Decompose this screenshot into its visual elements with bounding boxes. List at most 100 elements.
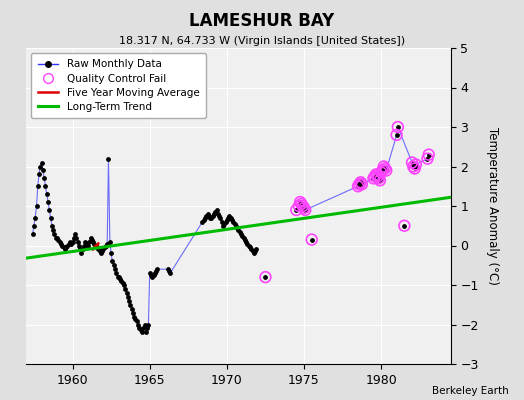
Point	[381, 165, 389, 172]
Point	[231, 220, 239, 227]
Point	[64, 240, 73, 247]
Point	[378, 167, 387, 174]
Point	[261, 274, 270, 280]
Point	[215, 213, 223, 219]
Point	[246, 244, 254, 251]
Point	[48, 222, 56, 229]
Point	[234, 226, 243, 233]
Point	[374, 175, 383, 182]
Point	[104, 155, 113, 162]
Point	[111, 266, 119, 272]
Point	[54, 236, 62, 243]
Point	[107, 250, 115, 257]
Point	[90, 240, 99, 247]
Point	[245, 242, 253, 249]
Point	[394, 124, 402, 130]
Point	[358, 181, 366, 188]
Point	[356, 179, 365, 186]
Point	[203, 211, 212, 217]
Point	[202, 213, 211, 219]
Point	[137, 327, 145, 334]
Point	[408, 159, 416, 166]
Point	[116, 276, 124, 282]
Point	[56, 238, 64, 245]
Point	[251, 248, 259, 255]
Point	[144, 321, 152, 328]
Point	[400, 222, 409, 229]
Point	[34, 183, 42, 190]
Point	[166, 270, 174, 276]
Point	[108, 258, 116, 264]
Point	[294, 203, 303, 209]
Point	[41, 183, 50, 190]
Point	[132, 315, 140, 322]
Point	[93, 244, 101, 251]
Point	[222, 218, 230, 225]
Point	[224, 215, 232, 221]
Point	[354, 183, 362, 190]
Point	[101, 244, 109, 251]
Point	[214, 211, 222, 217]
Point	[147, 272, 155, 278]
Point	[42, 191, 51, 197]
Point	[400, 222, 409, 229]
Point	[217, 218, 226, 225]
Point	[410, 165, 419, 172]
Point	[206, 215, 214, 221]
Point	[211, 209, 220, 215]
Point	[117, 278, 126, 284]
Point	[139, 325, 147, 332]
Point	[126, 302, 135, 308]
Point	[88, 236, 96, 243]
Point	[67, 240, 75, 247]
Point	[412, 161, 420, 168]
Point	[239, 234, 248, 241]
Point	[200, 217, 208, 223]
Point	[148, 274, 157, 280]
Point	[129, 310, 137, 316]
Point	[238, 232, 246, 239]
Point	[95, 248, 104, 255]
Point	[299, 203, 307, 209]
Point	[102, 242, 110, 249]
Point	[207, 215, 215, 221]
Point	[292, 207, 300, 213]
Point	[300, 205, 308, 211]
Point	[134, 321, 143, 328]
Point	[61, 246, 69, 253]
Point	[374, 175, 383, 182]
Point	[372, 171, 380, 178]
Point	[73, 238, 82, 245]
Point	[300, 205, 308, 211]
Point	[216, 215, 225, 221]
Point	[377, 169, 385, 176]
Point	[241, 236, 249, 243]
Point	[28, 230, 37, 237]
Point	[372, 171, 380, 178]
Point	[373, 173, 381, 180]
Point	[110, 262, 118, 268]
Point	[153, 266, 161, 272]
Text: LAMESHUR BAY: LAMESHUR BAY	[189, 12, 335, 30]
Point	[47, 215, 55, 221]
Point	[204, 213, 213, 219]
Point	[119, 282, 128, 288]
Point	[30, 222, 38, 229]
Point	[423, 155, 432, 162]
Point	[165, 268, 173, 274]
Point	[86, 234, 95, 241]
Point	[292, 207, 300, 213]
Text: 18.317 N, 64.733 W (Virgin Islands [United States]): 18.317 N, 64.733 W (Virgin Islands [Unit…	[119, 36, 405, 46]
Point	[163, 266, 172, 272]
Point	[237, 230, 245, 237]
Point	[66, 238, 74, 245]
Point	[59, 244, 68, 251]
Point	[249, 250, 258, 257]
Point	[94, 246, 103, 253]
Point	[248, 248, 257, 255]
Point	[106, 238, 114, 245]
Point	[376, 177, 384, 184]
Point	[124, 294, 132, 300]
Point	[201, 215, 209, 221]
Point	[112, 270, 121, 276]
